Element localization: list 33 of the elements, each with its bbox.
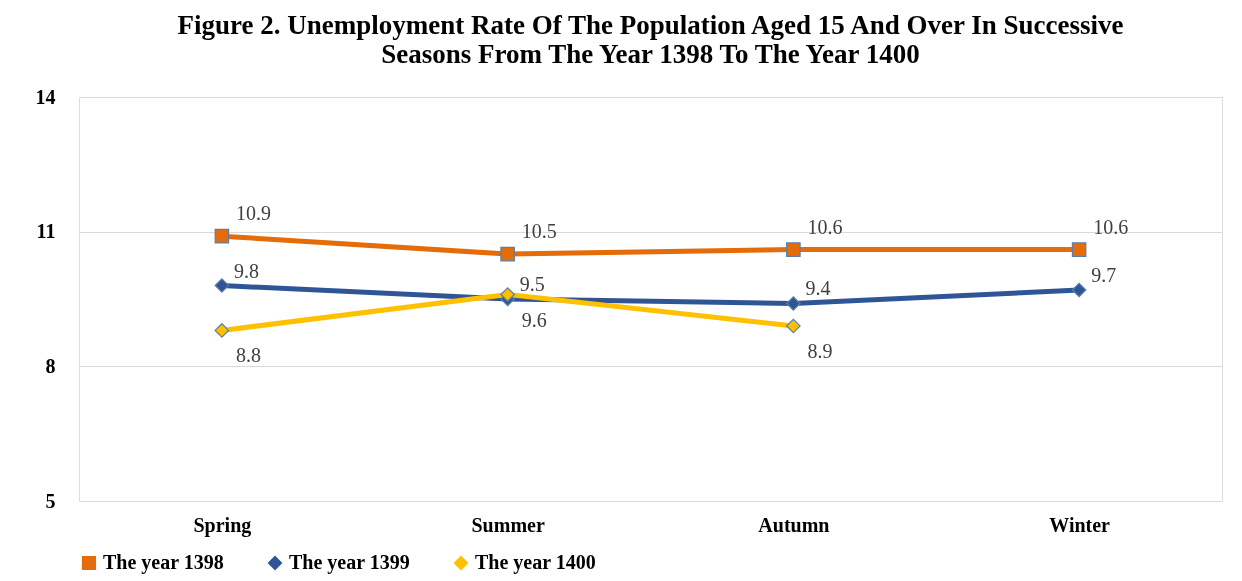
data-label: 8.9 (807, 339, 833, 362)
point (500, 246, 515, 262)
point (786, 318, 801, 334)
data-label: 9.6 (521, 308, 547, 331)
point (786, 242, 801, 257)
data-label: 10.5 (521, 220, 557, 243)
y-tick-label: 5 (45, 489, 56, 512)
data-label: 8.8 (235, 344, 261, 367)
data-label: 10.6 (807, 215, 843, 238)
y-tick-label: 8 (45, 354, 56, 377)
point (214, 228, 230, 244)
legend-label: The year 1399 (289, 551, 410, 574)
legend-label: The year 1398 (103, 551, 224, 574)
x-tick-label: Winter (1049, 513, 1111, 536)
data-label: 10.9 (235, 202, 271, 225)
point (214, 278, 230, 293)
point (214, 323, 230, 338)
data-label: 9.4 (805, 277, 831, 300)
y-tick-label: 14 (35, 85, 56, 108)
data-label: 10.6 (1093, 215, 1129, 238)
point (786, 296, 801, 311)
x-tick-label: Autumn (758, 513, 830, 536)
x-tick-label: Summer (471, 513, 545, 536)
point (1071, 242, 1087, 257)
point (500, 287, 515, 302)
chart-title: Figure 2. Unemployment Rate Of The Population Aged 15 And Over In Successive Seasons From The Year 1398 To The Year 1400 (177, 10, 1124, 69)
legend-label: The year 1400 (475, 551, 596, 574)
data-label: 9.8 (233, 259, 259, 282)
data-label: 9.5 (519, 273, 545, 295)
y-tick-label: 11 (36, 220, 56, 243)
data-label: 9.7 (1091, 264, 1117, 287)
x-tick-label: Spring (193, 513, 252, 537)
point (1071, 282, 1087, 298)
